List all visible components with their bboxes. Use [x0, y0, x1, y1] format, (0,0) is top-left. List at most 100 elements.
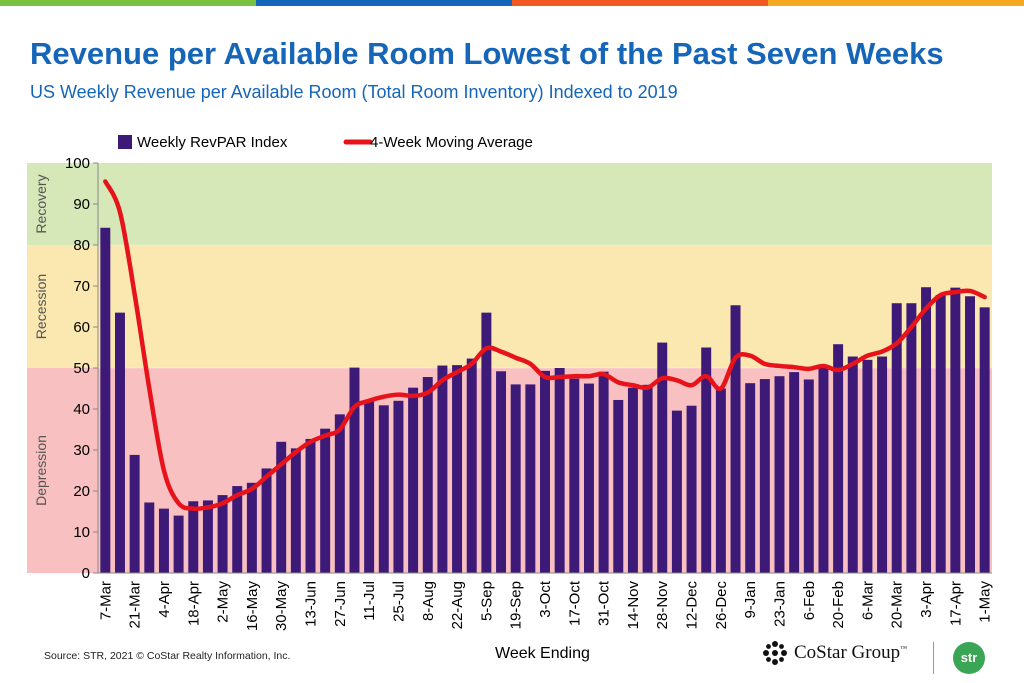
x-tick-label: 20-Mar: [889, 581, 906, 629]
bar: [789, 372, 800, 573]
bar: [935, 295, 946, 573]
chart-subtitle: US Weekly Revenue per Available Room (To…: [30, 82, 678, 102]
costar-logo: CoStar Group™: [762, 640, 907, 666]
y-tick-label: 10: [73, 524, 90, 541]
x-tick-label: 17-Oct: [566, 580, 583, 626]
bar: [818, 365, 829, 573]
x-tick-label: 2-May: [215, 581, 232, 623]
top-stripe-blue: [256, 0, 512, 6]
bar: [657, 342, 668, 573]
bar: [979, 307, 990, 573]
top-stripe-green: [0, 0, 256, 6]
bar: [349, 367, 360, 573]
line-layer: [103, 179, 987, 512]
bar: [217, 495, 228, 573]
y-tick-label: 90: [73, 196, 90, 213]
x-tick-label: 14-Nov: [625, 581, 642, 630]
x-tick-label: 7-Mar: [97, 581, 114, 620]
bar: [774, 376, 785, 573]
bar: [496, 371, 507, 573]
bar: [950, 287, 961, 573]
x-tick-label: 13-Jun: [303, 581, 320, 627]
source-note: Source: STR, 2021 © CoStar Realty Inform…: [44, 650, 291, 662]
x-tick-label: 16-May: [244, 581, 261, 632]
bar: [613, 399, 624, 573]
x-tick-label: 3-Apr: [918, 581, 935, 618]
x-tick-label: 6-Mar: [859, 581, 876, 620]
bar: [246, 482, 257, 573]
y-tick-label: 30: [73, 442, 90, 459]
x-tick-label: 11-Jul: [361, 581, 378, 621]
band-recession: [27, 245, 992, 368]
bar: [334, 414, 345, 573]
bar: [100, 227, 111, 573]
str-logo-badge: str: [953, 642, 985, 674]
bar: [188, 501, 199, 573]
bar: [921, 287, 932, 573]
band-recovery: [27, 163, 992, 245]
y-tick-label: 60: [73, 319, 90, 336]
x-tick-label: 18-Apr: [185, 581, 202, 626]
x-tick-label: 22-Aug: [449, 581, 466, 629]
bar: [715, 388, 726, 573]
bar: [320, 428, 331, 573]
bar: [759, 379, 770, 573]
bar: [803, 379, 814, 573]
bar: [173, 515, 184, 573]
x-tick-label: 3-Oct: [537, 580, 554, 618]
x-tick-label: 1-May: [977, 581, 994, 623]
x-tick-label: 23-Jan: [771, 581, 788, 627]
legend-label-bar: Weekly RevPAR Index: [137, 134, 288, 151]
moving-average-line: [103, 179, 987, 512]
bar: [290, 448, 301, 573]
x-tick-label: 21-Mar: [127, 581, 144, 629]
bar: [305, 438, 316, 573]
bar: [965, 296, 975, 573]
x-axis-label: Week Ending: [495, 645, 590, 662]
top-stripe-yellow: [768, 0, 1024, 6]
costar-logo-text: CoStar Group™: [794, 642, 907, 663]
bar: [202, 500, 213, 573]
x-tick-label: 6-Feb: [801, 581, 818, 620]
y-tick-label: 0: [82, 565, 90, 582]
y-tick-label: 100: [65, 155, 90, 172]
y-tick-label: 80: [73, 237, 90, 254]
x-tick-label: 30-May: [273, 581, 290, 632]
bar: [730, 305, 741, 573]
x-tick-label: 28-Nov: [654, 581, 671, 630]
bar: [525, 384, 536, 573]
bar: [745, 383, 756, 573]
revpar-chart: Recovery Recession Depression 0 10 20 30 40 50 6…: [27, 134, 994, 631]
y-tick-label: 70: [73, 278, 90, 295]
bar: [393, 400, 404, 573]
bar: [422, 377, 433, 573]
x-tick-label: 4-Apr: [156, 581, 173, 618]
bar: [408, 387, 419, 573]
x-tick-label: 5-Sep: [478, 581, 495, 621]
band-depression: [27, 368, 992, 573]
top-color-stripe: [0, 0, 1024, 6]
bar: [144, 502, 155, 573]
bar-layer: [100, 227, 990, 573]
bar: [906, 303, 917, 573]
bar: [364, 400, 375, 573]
bar: [510, 384, 521, 573]
bar: [891, 303, 902, 573]
axes-layer: 0 10 20 30 40 50 60 70 80 90 100 7-Mar 21-Mar 4-Apr 18…: [65, 155, 994, 631]
bar: [158, 508, 169, 573]
x-tick-label: 27-Jun: [332, 581, 349, 627]
bar: [115, 312, 125, 573]
bar: [466, 358, 477, 573]
bar: [261, 468, 272, 573]
bar: [452, 365, 463, 573]
bar: [627, 387, 638, 573]
bar: [701, 347, 712, 573]
logo-divider: [933, 642, 934, 674]
band-label-recovery: Recovery: [33, 174, 49, 233]
x-tick-label: 20-Feb: [830, 581, 847, 629]
bar: [378, 405, 389, 573]
bar: [642, 384, 653, 573]
band-label-depression: Depression: [33, 435, 49, 506]
bar: [686, 405, 697, 573]
legend-swatch-bar: [118, 135, 132, 149]
